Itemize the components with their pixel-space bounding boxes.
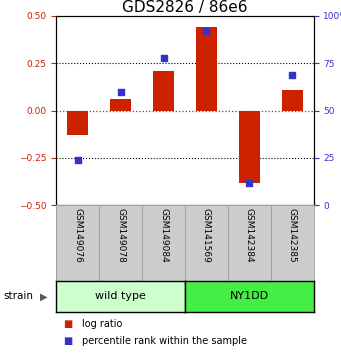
Bar [239,110,260,183]
Bar [282,90,303,110]
Point [75,157,80,163]
Bar [67,110,88,135]
Text: GSM142385: GSM142385 [288,209,297,263]
Text: ▶: ▶ [40,291,47,302]
Text: GSM142384: GSM142384 [245,209,254,263]
Point [247,180,252,185]
Text: GSM149076: GSM149076 [73,209,82,263]
Bar [110,99,131,110]
Text: NY1DD: NY1DD [230,291,269,302]
Text: GSM149078: GSM149078 [116,209,125,263]
Text: strain: strain [3,291,33,302]
Text: wild type: wild type [95,291,146,302]
Text: GSM149084: GSM149084 [159,209,168,263]
Bar [196,27,217,110]
Text: percentile rank within the sample: percentile rank within the sample [82,336,247,346]
Point [204,28,209,34]
Text: ■: ■ [63,319,72,329]
Point [161,55,166,61]
Point [290,72,295,78]
Point [118,89,123,95]
Text: ■: ■ [63,336,72,346]
Bar [153,71,174,110]
Title: GDS2826 / 86e6: GDS2826 / 86e6 [122,0,248,15]
Text: GSM141569: GSM141569 [202,209,211,263]
Text: log ratio: log ratio [82,319,122,329]
